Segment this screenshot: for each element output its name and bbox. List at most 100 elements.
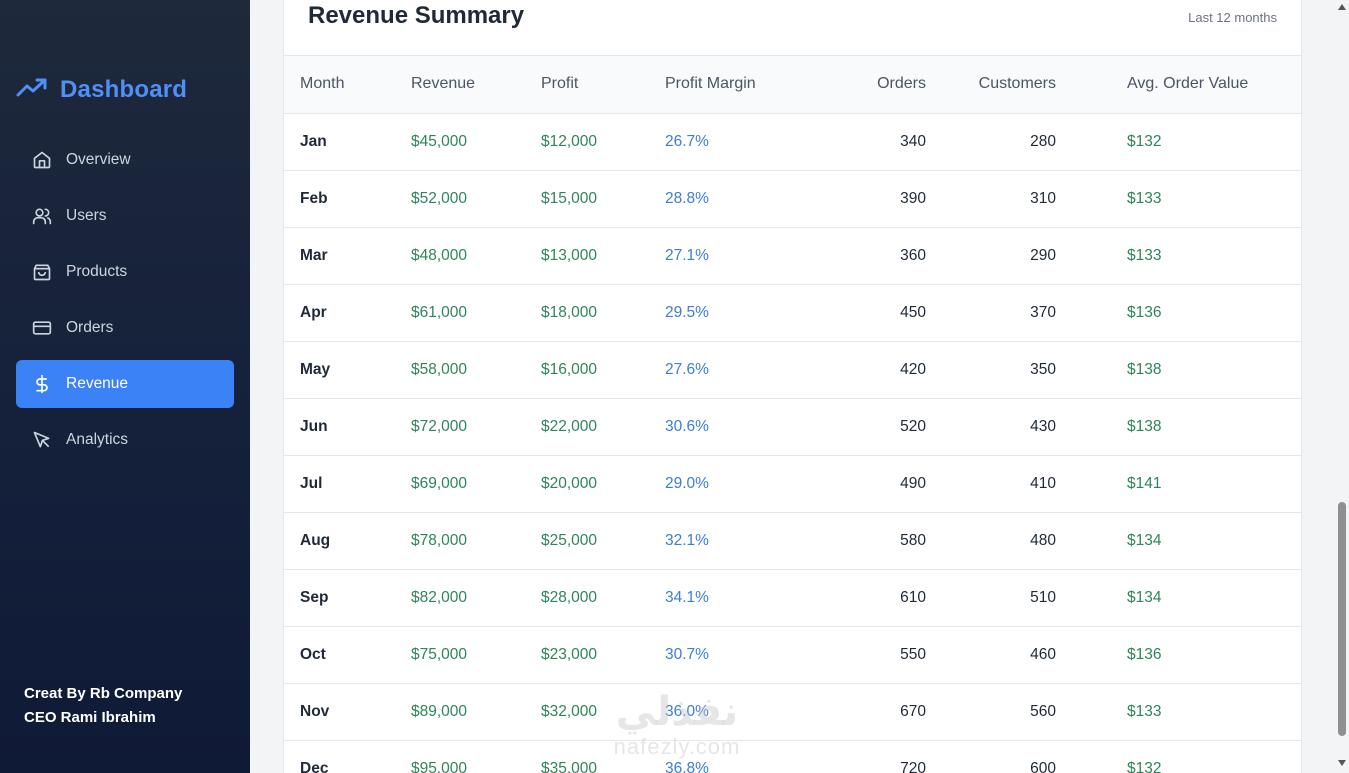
cell-profit: $20,000	[541, 474, 598, 492]
brand-title: Dashboard	[60, 76, 188, 103]
cell-revenue: $78,000	[411, 531, 468, 549]
sidebar-item-label: Orders	[66, 319, 114, 336]
sidebar-item-analytics[interactable]: Analytics	[16, 416, 234, 464]
scroll-down-arrow-icon[interactable]	[1338, 760, 1346, 766]
cell-profit-margin: 30.6%	[665, 417, 709, 435]
cell-revenue: $69,000	[411, 474, 468, 492]
sidebar-item-users[interactable]: Users	[16, 192, 234, 240]
cell-profit: $18,000	[541, 303, 598, 321]
column-header-profit-margin: Profit Margin	[665, 75, 756, 93]
cursor-pointer-icon	[32, 430, 52, 450]
cell-profit: $15,000	[541, 189, 598, 207]
cell-profit-margin: 27.1%	[665, 246, 709, 264]
cell-avg-order-value: $141	[1127, 474, 1162, 492]
cell-revenue: $75,000	[411, 645, 468, 663]
trending-up-icon	[16, 77, 48, 104]
column-header-customers: Customers	[978, 75, 1056, 93]
main-content: Revenue Summary Last 12 months Month Rev…	[250, 0, 1335, 773]
cell-profit-margin: 34.1%	[665, 588, 709, 606]
cell-profit: $23,000	[541, 645, 598, 663]
credit-card-icon	[32, 318, 52, 338]
cell-customers: 370	[1030, 303, 1056, 321]
cell-profit-margin: 29.5%	[665, 303, 709, 321]
sidebar-item-label: Overview	[66, 151, 131, 168]
scroll-up-arrow-icon[interactable]	[1338, 4, 1346, 10]
sidebar-item-overview[interactable]: Overview	[16, 136, 234, 184]
sidebar-item-orders[interactable]: Orders	[16, 304, 234, 352]
sidebar-item-label: Users	[66, 207, 107, 224]
cell-month: Nov	[300, 702, 330, 720]
table-row: Dec $95,000 $35,000 36.8% 720 600 $132	[284, 740, 1301, 773]
cell-avg-order-value: $133	[1127, 189, 1162, 207]
cell-revenue: $89,000	[411, 702, 468, 720]
brand[interactable]: Dashboard	[16, 76, 187, 104]
table-row: Sep $82,000 $28,000 34.1% 610 510 $134	[284, 569, 1301, 626]
cell-avg-order-value: $138	[1127, 360, 1162, 378]
cell-profit-margin: 36.0%	[665, 702, 709, 720]
cell-avg-order-value: $132	[1127, 132, 1162, 150]
sidebar-nav: Overview Users Products Orders Revenue	[16, 136, 234, 472]
sidebar-item-revenue[interactable]: Revenue	[16, 360, 234, 408]
cell-profit: $16,000	[541, 360, 598, 378]
cell-month: Apr	[300, 303, 327, 321]
cell-profit-margin: 28.8%	[665, 189, 709, 207]
page-scrollbar[interactable]	[1335, 0, 1349, 773]
cell-orders: 420	[900, 360, 926, 378]
cell-profit: $32,000	[541, 702, 598, 720]
cell-customers: 460	[1030, 645, 1056, 663]
table-row: May $58,000 $16,000 27.6% 420 350 $138	[284, 341, 1301, 398]
cell-customers: 510	[1030, 588, 1056, 606]
table-row: Jan $45,000 $12,000 26.7% 340 280 $132	[284, 113, 1301, 170]
cell-avg-order-value: $138	[1127, 417, 1162, 435]
sidebar-item-label: Analytics	[66, 431, 129, 448]
column-header-avg-order-value: Avg. Order Value	[1127, 75, 1249, 93]
cell-customers: 600	[1030, 759, 1056, 773]
cell-customers: 310	[1030, 189, 1056, 207]
table-row: Jul $69,000 $20,000 29.0% 490 410 $141	[284, 455, 1301, 512]
cell-profit-margin: 27.6%	[665, 360, 709, 378]
users-icon	[32, 206, 52, 226]
cell-revenue: $58,000	[411, 360, 468, 378]
table-row: Nov $89,000 $32,000 36.0% 670 560 $133	[284, 683, 1301, 740]
column-header-revenue: Revenue	[411, 75, 476, 93]
scrollbar-thumb[interactable]	[1338, 502, 1346, 736]
cell-month: May	[300, 360, 331, 378]
cell-revenue: $48,000	[411, 246, 468, 264]
cell-profit-margin: 30.7%	[665, 645, 709, 663]
cell-avg-order-value: $133	[1127, 702, 1162, 720]
cell-profit-margin: 36.8%	[665, 759, 709, 773]
cell-orders: 610	[900, 588, 926, 606]
card-title: Revenue Summary	[308, 2, 525, 29]
cell-orders: 580	[900, 531, 926, 549]
cell-customers: 430	[1030, 417, 1056, 435]
shopping-bag-icon	[32, 262, 52, 282]
footer-credit-ceo: CEO Rami Ibrahim	[24, 709, 156, 726]
cell-orders: 550	[900, 645, 926, 663]
cell-profit-margin: 32.1%	[665, 531, 709, 549]
cell-profit: $25,000	[541, 531, 598, 549]
table-row: Apr $61,000 $18,000 29.5% 450 370 $136	[284, 284, 1301, 341]
cell-customers: 560	[1030, 702, 1056, 720]
footer-credit-company: Creat By Rb Company	[24, 685, 183, 702]
cell-revenue: $82,000	[411, 588, 468, 606]
revenue-table: Month Revenue Profit Profit Margin Order…	[284, 56, 1301, 773]
cell-month: Oct	[300, 645, 326, 663]
cell-month: Mar	[300, 246, 328, 264]
table-header-row: Month Revenue Profit Profit Margin Order…	[284, 56, 1301, 113]
cell-month: Aug	[300, 531, 331, 549]
column-header-profit: Profit	[541, 75, 579, 93]
cell-customers: 480	[1030, 531, 1056, 549]
column-header-orders: Orders	[877, 75, 926, 93]
sidebar-item-label: Revenue	[66, 375, 129, 392]
cell-profit: $28,000	[541, 588, 598, 606]
cell-customers: 410	[1030, 474, 1056, 492]
sidebar-item-products[interactable]: Products	[16, 248, 234, 296]
cell-revenue: $95,000	[411, 759, 468, 773]
cell-avg-order-value: $136	[1127, 645, 1162, 663]
footer-credit: Creat By Rb Company CEO Rami Ibrahim	[24, 682, 182, 730]
cell-avg-order-value: $134	[1127, 531, 1162, 549]
table-row: Feb $52,000 $15,000 28.8% 390 310 $133	[284, 170, 1301, 227]
table-row: Oct $75,000 $23,000 30.7% 550 460 $136	[284, 626, 1301, 683]
cell-orders: 450	[900, 303, 926, 321]
cell-customers: 350	[1030, 360, 1056, 378]
